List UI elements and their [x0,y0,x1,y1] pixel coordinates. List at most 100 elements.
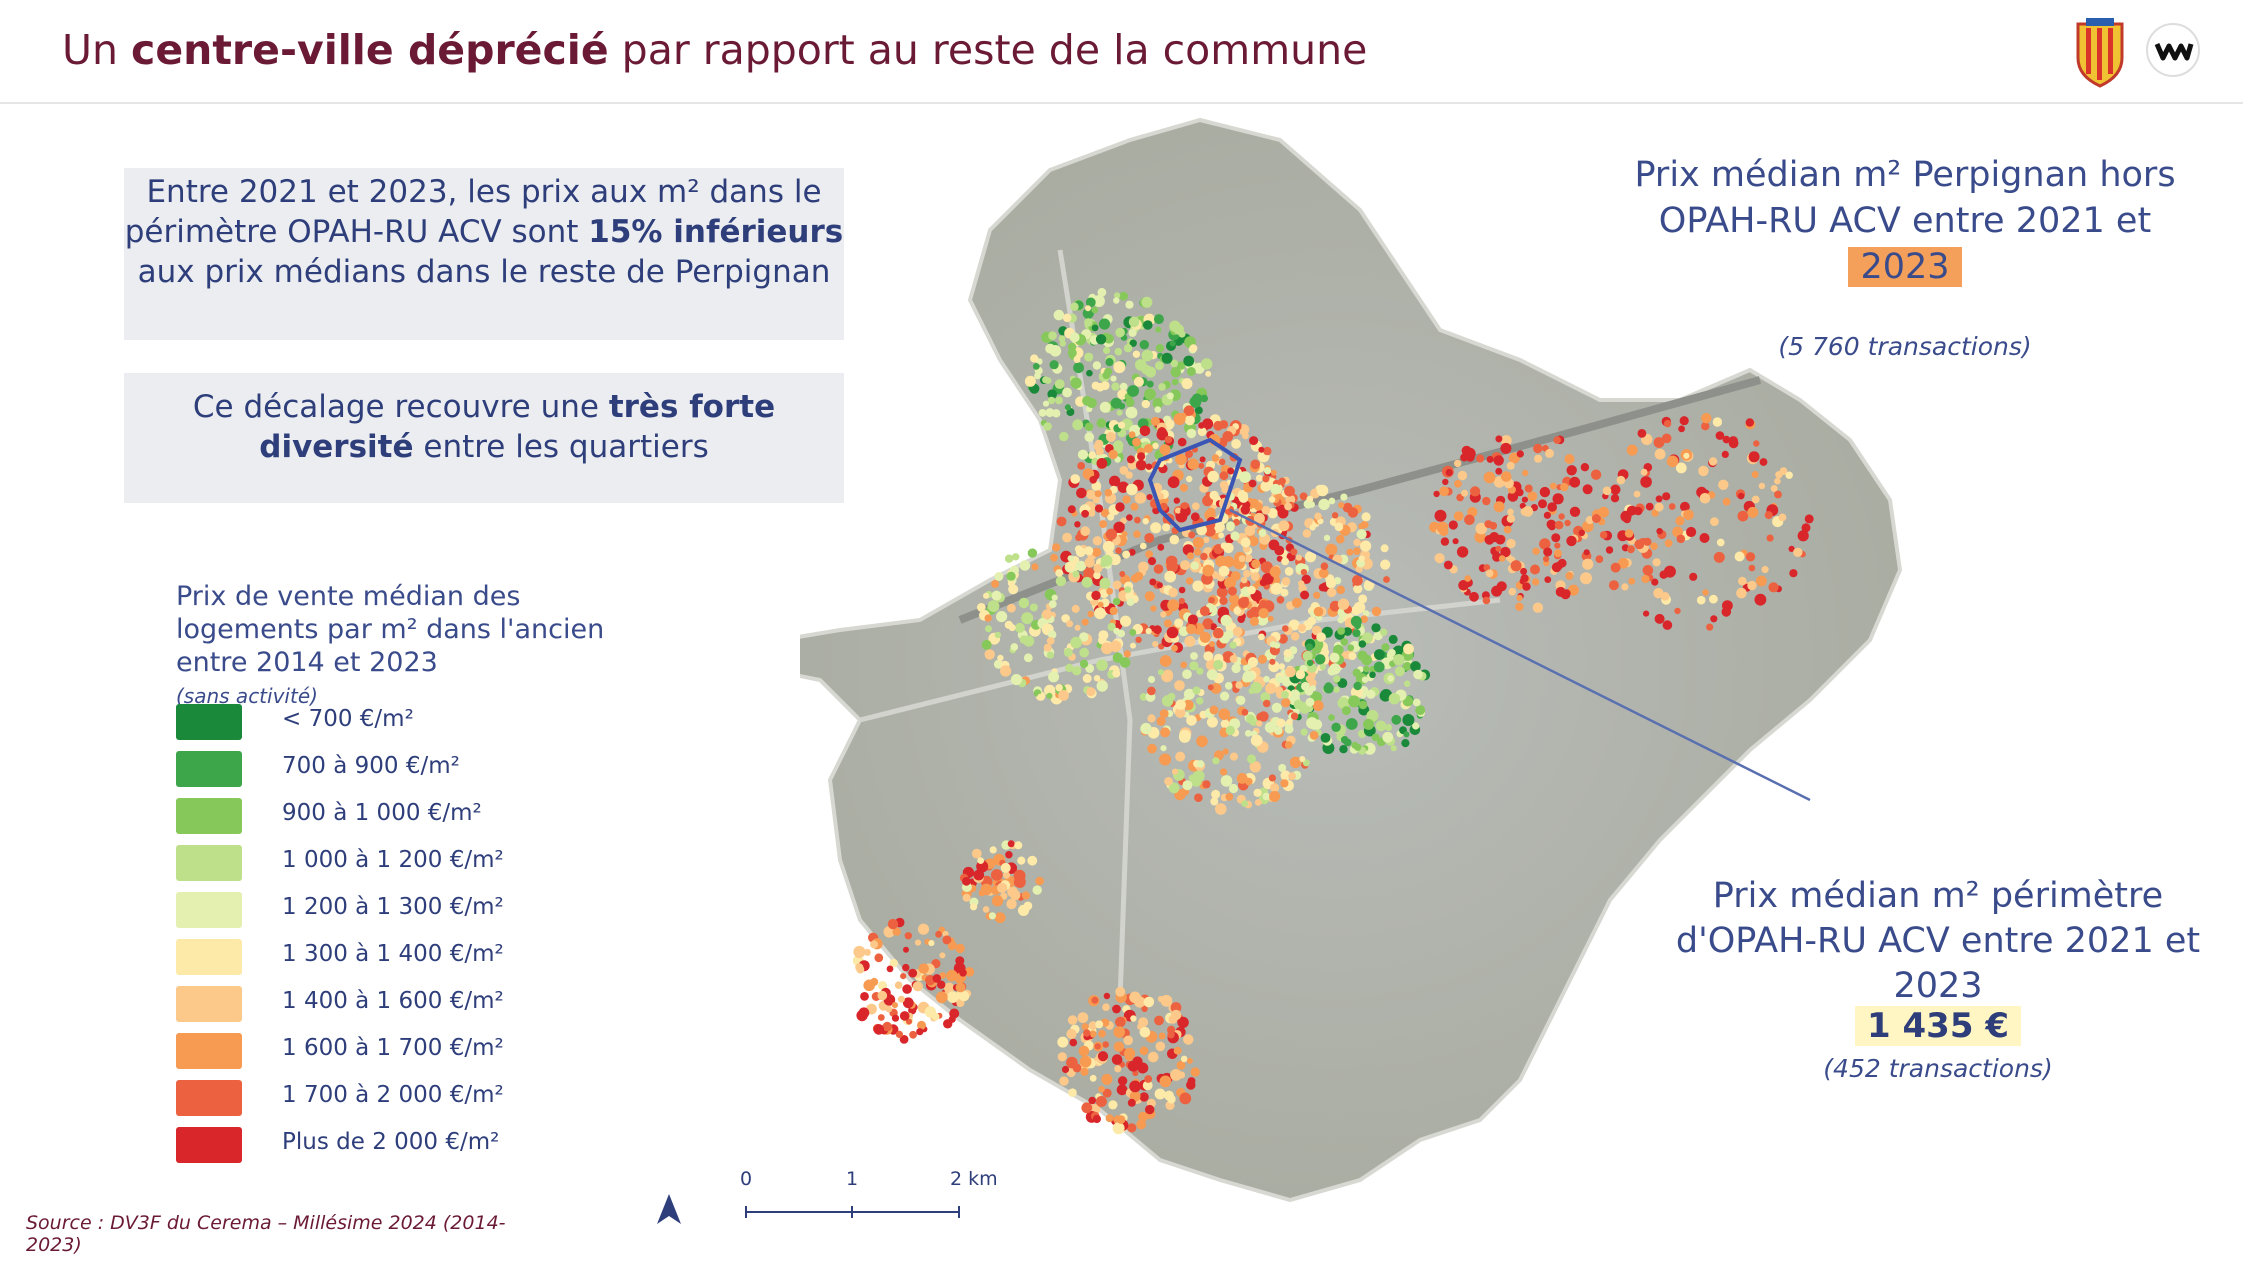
transaction-dot [1201,358,1213,370]
transaction-dot [1062,313,1072,323]
transaction-dot [1123,650,1131,658]
transaction-dot [1756,575,1767,587]
transaction-dot [1506,461,1515,470]
transaction-dot [997,882,1008,894]
transaction-dot [1448,520,1458,530]
transaction-dot [1328,714,1335,721]
transaction-dot [1804,514,1814,524]
transaction-dot [1019,635,1029,644]
legend-label: 1 200 à 1 300 €/m² [282,894,504,920]
transaction-dot [1070,377,1082,389]
transaction-dot [1443,560,1453,570]
transaction-dot [991,895,1004,907]
transaction-dot [1231,439,1241,449]
transaction-dot [1348,652,1357,660]
transaction-dot [1159,655,1172,667]
transaction-dot [1445,468,1453,477]
transaction-dot [1084,422,1094,432]
transaction-dot [1043,643,1052,652]
transaction-dot [1516,450,1524,458]
transaction-dot [1412,698,1421,707]
transaction-dot [1184,415,1195,426]
transaction-dot [962,893,971,902]
transaction-dot [1402,714,1415,726]
transaction-dot [1095,1020,1104,1029]
transaction-dot [1668,503,1676,510]
transaction-dot [931,1012,940,1021]
transaction-dot [1084,557,1095,568]
transaction-dot [1094,504,1104,513]
transaction-dot [1356,529,1367,540]
transaction-dot [1722,435,1731,444]
transaction-dot [1678,425,1685,433]
transaction-dot [1500,442,1512,454]
transaction-dot [1200,552,1208,561]
transaction-dot [853,945,866,958]
transaction-dot [1699,533,1710,543]
opah-ru-perimeter [1147,437,1243,533]
transaction-dot [1495,545,1502,552]
transaction-dot [1183,405,1195,417]
transaction-dot [1461,489,1468,497]
transaction-dot [1048,600,1057,608]
transaction-dot [1532,602,1544,613]
transaction-dot [1085,297,1096,308]
transaction-dot [1734,551,1745,562]
transaction-dot [1156,582,1163,589]
transaction-dot [1114,292,1121,299]
transaction-dot [1553,436,1561,444]
transaction-dot [1202,418,1214,430]
transaction-dot [1251,572,1260,581]
transaction-dot [1361,512,1371,522]
transaction-dot [1122,550,1131,559]
transaction-dot [1176,361,1186,370]
transaction-dot [1185,577,1194,585]
transaction-dot [984,649,995,660]
transaction-dot [1088,451,1097,460]
transaction-dot [1351,605,1361,616]
transaction-dot [1174,618,1184,628]
transaction-dot [1154,1015,1164,1026]
transaction-dot [1753,440,1760,447]
transaction-dot [891,1002,898,1009]
transaction-dot [1564,454,1575,464]
transaction-dot [909,1030,917,1039]
transaction-dot [1141,399,1150,409]
transaction-dot [1415,705,1426,716]
transaction-dot [1263,467,1272,475]
transaction-dot [1560,589,1571,600]
legend-swatch [176,892,242,928]
transaction-dot [1068,1088,1077,1097]
transaction-dot [1202,495,1214,507]
transaction-dot [1006,898,1017,910]
transaction-dot [1059,1076,1069,1086]
transaction-dot [1393,654,1405,666]
transaction-dot [1341,706,1351,716]
transaction-dot [1442,478,1449,486]
transaction-dot [1048,671,1060,683]
transaction-dot [1319,663,1326,671]
transaction-dot [1254,502,1263,511]
transaction-dot [1164,1090,1174,1101]
transaction-dot [1380,559,1391,570]
transaction-dot [1118,421,1126,429]
transaction-dot [1699,493,1711,504]
transaction-dot [1157,669,1164,676]
transaction-dot [1128,431,1136,439]
transaction-dot [1634,539,1645,550]
transaction-dot [1216,586,1228,598]
transaction-dot [860,992,869,1001]
transaction-dot [1371,733,1380,742]
transaction-dot [1100,554,1113,567]
transaction-dot [1710,517,1719,526]
transaction-dot [1161,670,1174,683]
transaction-dot [939,952,946,959]
transaction-dot [1652,558,1661,567]
transaction-dot [1168,587,1178,598]
transaction-dot [1186,715,1197,726]
transaction-dot [1054,379,1065,389]
transaction-dot [1436,521,1449,534]
transaction-dot [1300,728,1308,736]
transaction-dot [1046,637,1055,645]
transaction-dot [1737,510,1749,522]
